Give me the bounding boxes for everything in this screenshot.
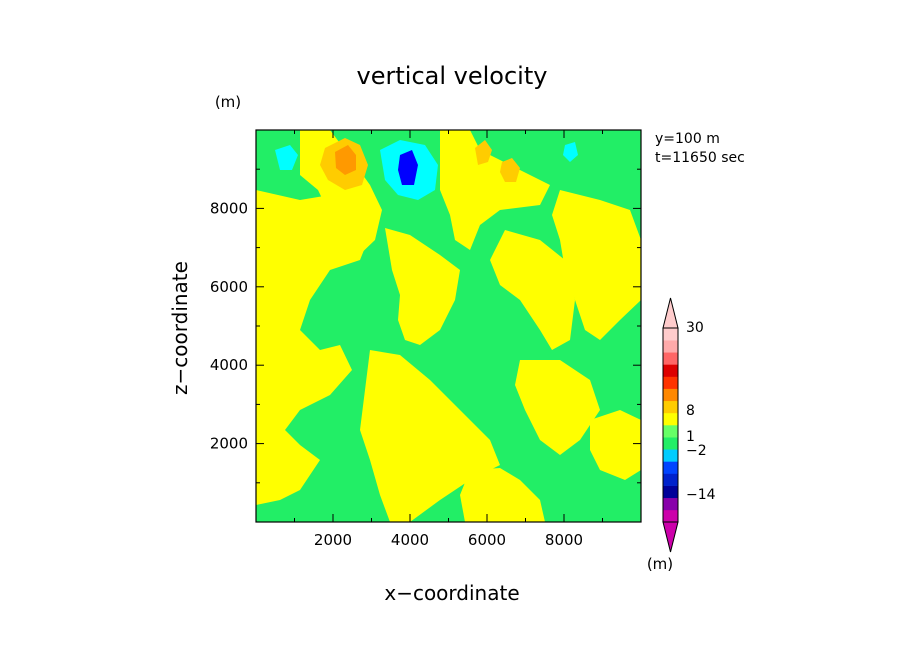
x-tick-label: 2000 bbox=[314, 531, 352, 549]
updraft-core bbox=[475, 140, 492, 165]
downdraft-core bbox=[398, 150, 418, 185]
positive-region bbox=[515, 360, 600, 455]
colorbar-extend-top bbox=[662, 297, 679, 329]
colorbar-segment bbox=[663, 388, 678, 402]
positive-region bbox=[590, 410, 641, 480]
y-tick-label: 4000 bbox=[210, 356, 248, 374]
positive-region bbox=[300, 130, 382, 262]
colorbar-label: 30 bbox=[686, 320, 704, 336]
colorbar-label: −2 bbox=[686, 443, 707, 459]
colorbar-segment bbox=[663, 412, 678, 426]
colorbar-segment bbox=[663, 485, 678, 499]
chart-title: vertical velocity bbox=[357, 62, 548, 90]
colorbar-segment bbox=[663, 509, 678, 523]
colorbar-extend-bottom bbox=[662, 521, 679, 553]
positive-region bbox=[256, 300, 280, 375]
positive-region bbox=[552, 190, 641, 340]
colorbar-segment bbox=[663, 461, 678, 474]
y-tick-label: 6000 bbox=[210, 278, 248, 296]
updraft-core bbox=[500, 158, 520, 182]
x-tick-label: 6000 bbox=[468, 531, 506, 549]
x-tick-label: 4000 bbox=[391, 531, 429, 549]
colorbar-segment bbox=[663, 376, 678, 389]
colorbar-segment bbox=[663, 425, 678, 438]
x-tick-label: 8000 bbox=[545, 531, 583, 549]
colorbar: 30 8 1−2 −14 bbox=[662, 297, 716, 553]
contour-field bbox=[255, 129, 642, 523]
colorbar-segment bbox=[663, 352, 678, 365]
annotation-y-position: y=100 m bbox=[655, 131, 720, 147]
y-tick-label: 2000 bbox=[210, 435, 248, 453]
colorbar-segment bbox=[663, 497, 678, 511]
y-axis-label: z−coordinate bbox=[168, 261, 192, 395]
colorbar-unit-label: (m) bbox=[647, 555, 673, 573]
positive-region bbox=[360, 350, 500, 522]
colorbar-label: 1 bbox=[686, 429, 695, 445]
x-axis-label: x−coordinate bbox=[384, 581, 519, 605]
colorbar-label: 8 bbox=[686, 403, 695, 419]
positive-region bbox=[385, 228, 460, 345]
updraft-core bbox=[335, 145, 356, 175]
x-axis: 2000 4000 6000 8000 bbox=[294, 130, 603, 549]
downdraft-core bbox=[563, 142, 578, 162]
colorbar-frame bbox=[662, 327, 679, 523]
y-tick-label: 8000 bbox=[210, 199, 248, 217]
y-axis: 2000 4000 6000 8000 bbox=[210, 168, 641, 484]
colorbar-segment bbox=[663, 437, 678, 450]
positive-region bbox=[460, 468, 545, 522]
positive-region bbox=[440, 130, 550, 250]
colorbar-segment bbox=[663, 340, 678, 353]
y-unit-label: (m) bbox=[215, 93, 241, 111]
colorbar-segment bbox=[663, 473, 678, 486]
downdraft-core bbox=[275, 145, 298, 170]
colorbar-label: −14 bbox=[686, 487, 716, 503]
annotation-time: t=11650 sec bbox=[655, 150, 745, 166]
positive-region bbox=[256, 190, 372, 505]
colorbar-segment bbox=[663, 364, 678, 377]
colorbar-segment bbox=[663, 449, 678, 462]
colorbar-segment bbox=[663, 400, 678, 414]
positive-region bbox=[490, 230, 575, 350]
colorbar-segment bbox=[663, 328, 678, 341]
